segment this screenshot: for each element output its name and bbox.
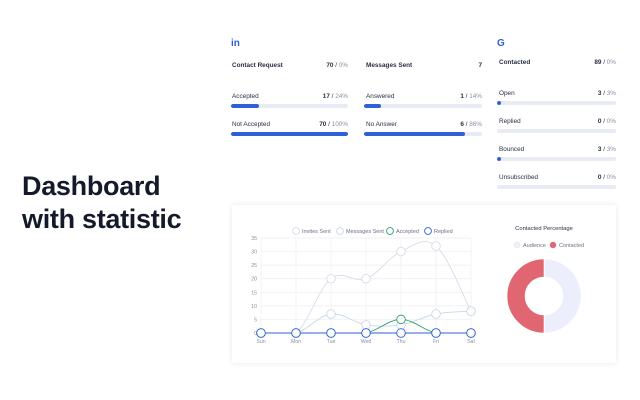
hero-heading: Dashboard with statistic xyxy=(22,170,182,236)
series-point xyxy=(326,273,336,284)
messages-sent-label: Messages Sent xyxy=(366,62,413,69)
legend-marker xyxy=(513,241,521,249)
contacted-value: 89 / 0% xyxy=(594,59,616,66)
legend-marker xyxy=(549,241,557,249)
unsubscribed-value: 0 / 0% xyxy=(597,174,616,181)
unsubscribed-progress xyxy=(497,185,616,189)
contacted-percentage-doughnut-chart: Audience Contacted xyxy=(506,241,584,334)
series-point xyxy=(396,314,406,325)
linkedin-icon: in xyxy=(231,38,240,49)
contact-request-value: 70 / 0% xyxy=(326,62,348,69)
open-label: Open xyxy=(499,90,515,97)
legend-marker xyxy=(336,227,344,235)
legend-marker xyxy=(386,227,394,235)
series-point xyxy=(396,328,406,338)
replied-label: Replied xyxy=(499,118,521,125)
weekly-activity-line-chart: 0 5 10 15 20 25 30 35 Sun Mon Tue Wed Thu Fri Sat Invit… xyxy=(251,227,476,345)
doughnut-slice xyxy=(543,258,582,334)
answered-label: Answered xyxy=(366,93,395,100)
bounced-value: 3 / 3% xyxy=(597,146,616,153)
y-tick-label: 35 xyxy=(251,236,257,242)
contact-request-label: Contact Request xyxy=(232,62,283,69)
open-progress-fill xyxy=(497,101,501,105)
series-point xyxy=(466,328,476,338)
x-tick-label: Sat xyxy=(467,339,475,345)
legend-label: Messages Sent xyxy=(346,229,384,235)
bounced-progress xyxy=(497,157,616,161)
series-point xyxy=(326,309,336,319)
y-tick-label: 15 xyxy=(251,290,257,296)
series-point xyxy=(431,241,441,251)
google-icon: G xyxy=(497,38,505,49)
series-point xyxy=(361,320,371,330)
not-accepted-progress-fill xyxy=(231,132,348,136)
not-accepted-progress xyxy=(231,132,348,136)
accepted-progress xyxy=(231,104,348,108)
series-point xyxy=(326,328,336,338)
series-point xyxy=(291,328,301,338)
legend-label: Audience xyxy=(523,243,546,249)
accepted-value: 17 / 24% xyxy=(322,93,348,100)
open-value: 3 / 3% xyxy=(597,90,616,97)
hero-line-1: Dashboard xyxy=(22,171,161,201)
legend-marker xyxy=(424,227,432,235)
legend-label: Replied xyxy=(434,229,453,235)
legend-label: Accepted xyxy=(396,229,419,235)
series-point xyxy=(361,328,371,338)
x-tick-label: Sun xyxy=(256,339,265,345)
hero-line-2: with statistic xyxy=(22,204,182,234)
not-accepted-label: Not Accepted xyxy=(232,121,271,128)
no-answer-progress-fill xyxy=(364,132,466,136)
x-tick-label: Mon xyxy=(291,339,301,345)
series-point xyxy=(466,306,476,317)
y-tick-label: 30 xyxy=(251,250,257,256)
legend-marker xyxy=(292,227,300,235)
replied-value: 0 / 0% xyxy=(597,118,616,125)
messages-sent-value: 7 xyxy=(478,62,482,69)
legend-label: Invites Sent xyxy=(302,229,331,235)
unsubscribed-label: Unsubscribed xyxy=(499,174,539,181)
y-tick-label: 5 xyxy=(254,317,257,323)
x-tick-label: Thu xyxy=(397,339,406,345)
x-tick-label: Fri xyxy=(433,339,439,345)
series-point xyxy=(396,246,406,257)
bounced-label: Bounced xyxy=(499,146,525,153)
no-answer-label: No Answer xyxy=(366,121,397,128)
answered-progress xyxy=(364,104,482,108)
legend-label: Contacted xyxy=(559,243,584,249)
x-tick-label: Tue xyxy=(327,339,336,345)
series-point xyxy=(256,328,266,338)
accepted-label: Accepted xyxy=(232,93,259,100)
not-accepted-value: 70 / 100% xyxy=(319,121,348,128)
series-point xyxy=(431,328,441,338)
no-answer-progress xyxy=(364,132,482,136)
answered-progress-fill xyxy=(364,104,381,108)
x-tick-label: Wed xyxy=(361,339,372,345)
replied-progress xyxy=(497,129,616,133)
bounced-progress-fill xyxy=(497,157,501,161)
no-answer-value: 6 / 86% xyxy=(460,121,482,128)
y-tick-label: 10 xyxy=(251,304,257,310)
doughnut-slice xyxy=(506,258,545,334)
series-point xyxy=(431,309,441,319)
y-tick-label: 20 xyxy=(251,277,257,283)
open-progress xyxy=(497,101,616,105)
contacted-label: Contacted xyxy=(499,59,531,66)
y-tick-label: 25 xyxy=(251,263,257,269)
series-point xyxy=(361,273,371,284)
pie-chart-title: Contacted Percentage xyxy=(515,226,573,232)
accepted-progress-fill xyxy=(231,104,260,108)
y-tick-label: 0 xyxy=(254,331,257,337)
answered-value: 1 / 14% xyxy=(460,93,482,100)
